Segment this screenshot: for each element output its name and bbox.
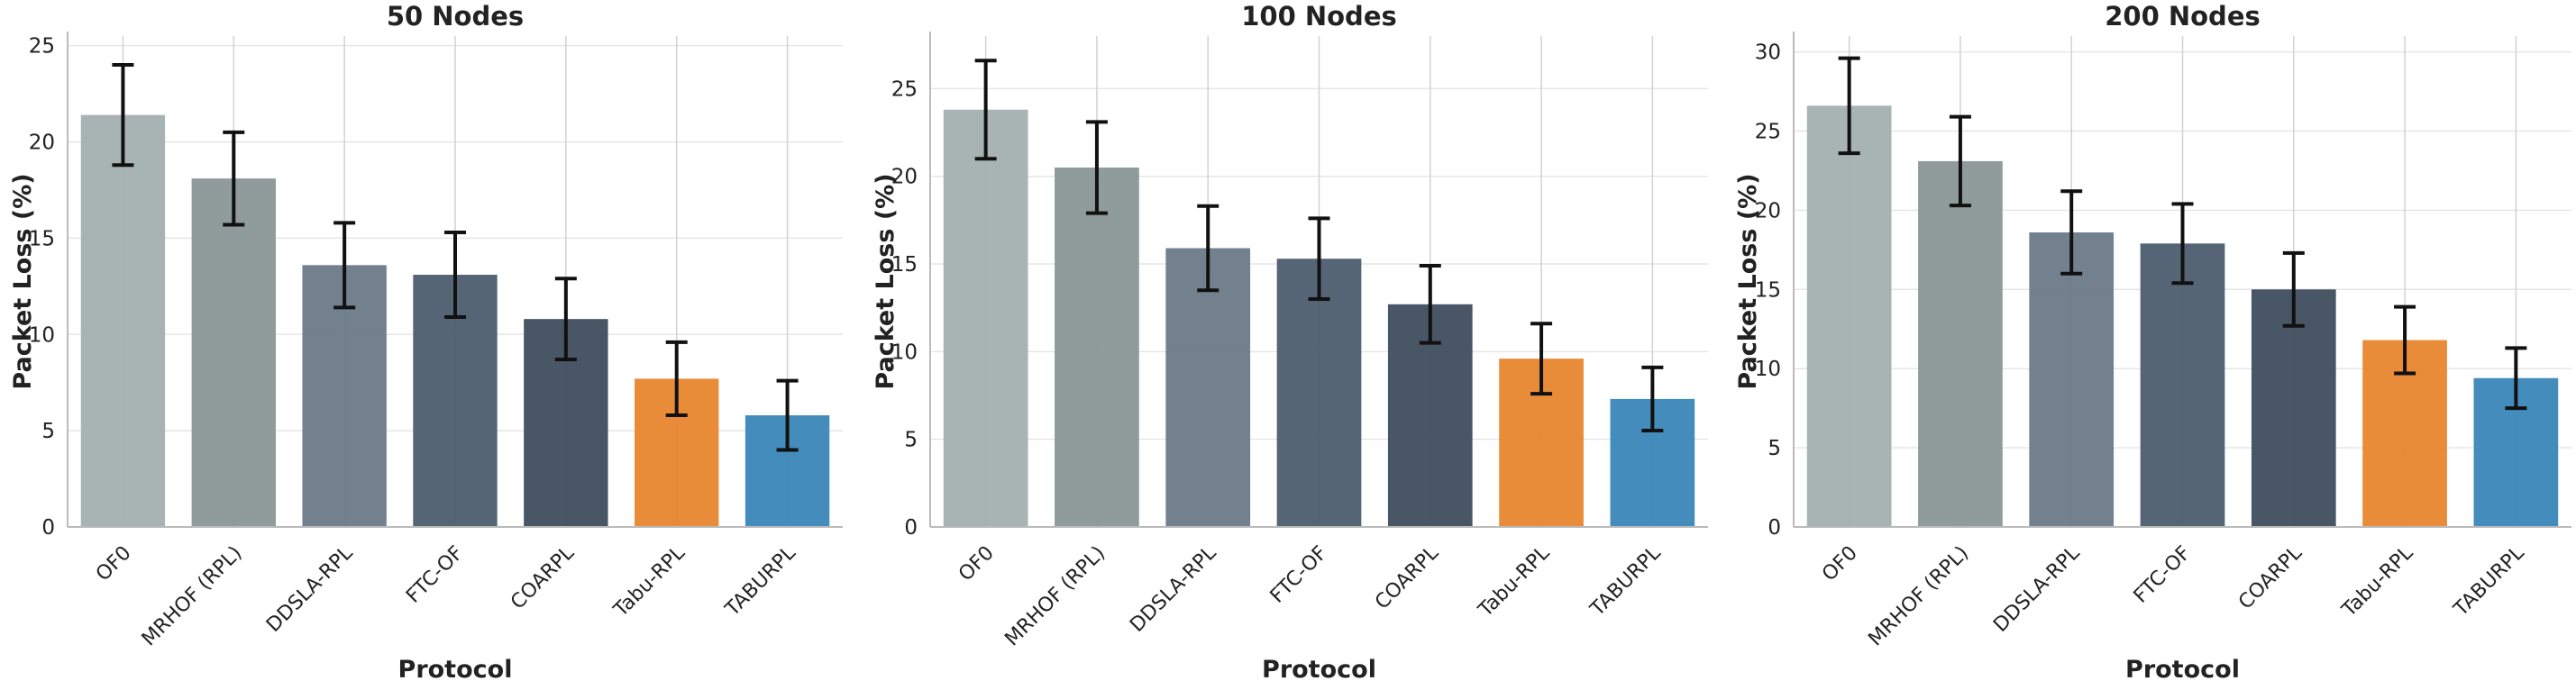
y-tick-label: 25 [1755,120,1781,143]
x-tick-label: COARPL [1371,541,1444,614]
y-tick-label: 5 [41,420,55,443]
y-tick-label: 25 [891,77,918,101]
x-tick-label: Tabu-RPL [2337,541,2418,622]
x-tick-label: Tabu-RPL [609,541,690,622]
y-tick-label: 15 [891,253,918,277]
chart-panel-1: 0 5 10 15 20 25 OF0 MRHOF (RPL) DDSLA-RPL FTC-OF C… [9,1,843,681]
y-tick-label: 0 [41,516,55,540]
bar-2 [1055,167,1139,527]
y-tick-label: 10 [29,323,55,347]
x-tick-label: OF0 [1818,542,1862,586]
x-axis-label: Protocol [398,656,513,681]
y-tick-label: 20 [1755,199,1781,222]
chart-title: 100 Nodes [1241,1,1397,32]
y-tick-label: 10 [1755,358,1781,381]
y-tick-label: 5 [1768,437,1781,460]
bar-3 [1165,248,1251,527]
x-tick-label: COARPL [2234,541,2307,614]
bar-4 [1276,259,1362,527]
chart-title: 50 Nodes [387,1,524,32]
x-tick-label: FTC-OF [402,542,468,608]
y-tick-label: 5 [904,429,918,452]
chart-title: 200 Nodes [2105,1,2261,32]
y-axis-label: Packet Loss (%) [1734,173,1762,389]
x-tick-label: TABURPL [1585,541,1666,622]
y-axis-label: Packet Loss (%) [872,173,900,389]
y-tick-label: 15 [29,227,55,250]
y-tick-label: 25 [29,35,55,59]
y-tick-label: 20 [891,166,918,189]
bar-2 [191,178,276,527]
x-tick-label: OF0 [92,542,136,586]
y-tick-label: 20 [29,132,55,155]
bar-3 [2029,232,2115,527]
x-tick-label: DDSLA-RPL [1126,541,1221,637]
x-tick-label: TABURPL [2449,541,2529,622]
x-tick-label: DDSLA-RPL [262,541,358,637]
bar-5 [2251,289,2336,527]
x-tick-label: COARPL [507,541,580,614]
bar-1 [80,114,166,528]
x-tick-label: DDSLA-RPL [1989,541,2085,637]
y-tick-label: 30 [1755,41,1781,65]
x-tick-label: Tabu-RPL [1474,541,1555,622]
y-tick-label: 15 [1755,278,1781,302]
x-tick-label: OF0 [955,542,999,586]
chart-panel-3: 0 5 10 15 20 25 30 OF0 MRHOF (RPL) DDSLA-RPL FTC-O… [1734,1,2571,681]
x-axis-label: Protocol [1262,656,1376,681]
bar-2 [1918,160,2003,528]
y-tick-label: 0 [1768,516,1781,540]
x-tick-label: MRHOF (RPL) [1864,542,1973,651]
x-tick-label: MRHOF (RPL) [138,542,247,651]
chart-panel-2: 0 5 10 15 20 25 OF0 MRHOF (RPL) DDSLA-RPL FTC-OF C… [872,1,1708,681]
x-tick-label: FTC-OF [1266,542,1332,608]
y-tick-label: 0 [904,516,918,540]
x-tick-label: TABURPL [721,541,801,622]
y-tick-label: 10 [891,340,918,364]
bar-4 [2140,243,2225,527]
x-tick-label: MRHOF (RPL) [1000,542,1110,651]
bar-1 [943,109,1028,527]
bar-1 [1806,105,1892,528]
x-tick-label: FTC-OF [2130,542,2196,608]
x-axis-label: Protocol [2125,656,2240,681]
y-axis-label: Packet Loss (%) [9,173,37,389]
